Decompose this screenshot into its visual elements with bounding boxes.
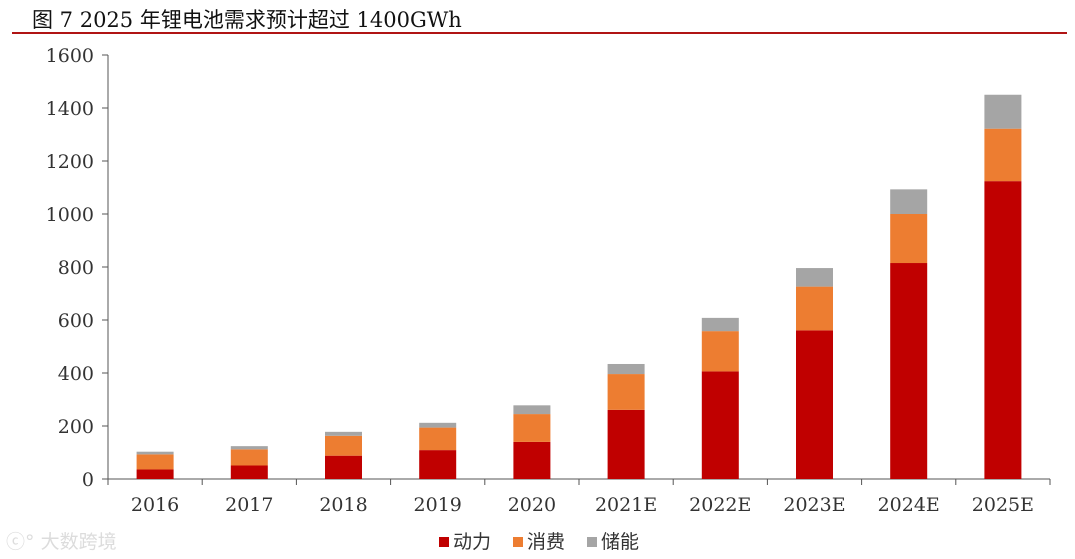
- bar-segment-1: [230, 449, 268, 466]
- bar-segment-1: [796, 286, 833, 331]
- y-tick-label: 1200: [46, 151, 94, 173]
- bar-segment-0: [607, 409, 645, 479]
- y-tick-label: 600: [58, 310, 94, 332]
- bar-segment-0: [419, 450, 457, 479]
- bar-segment-1: [136, 454, 174, 470]
- legend-swatch: [439, 537, 449, 547]
- bar-segment-2: [701, 317, 739, 332]
- bar-segment-2: [325, 431, 362, 436]
- y-tick-label: 200: [58, 416, 94, 438]
- x-tick-label: 2024E: [878, 494, 940, 516]
- y-tick-label: 1600: [46, 45, 94, 67]
- x-tick-label: 2019: [414, 494, 462, 516]
- bar-segment-2: [513, 405, 551, 415]
- watermark-text: 大数跨境: [40, 531, 117, 553]
- bar-segment-0: [136, 469, 174, 479]
- legend-swatch: [587, 537, 597, 547]
- y-tick-label: 1400: [46, 98, 94, 120]
- bar-segment-0: [890, 263, 928, 479]
- bar-segment-0: [230, 465, 268, 479]
- x-tick-label: 2025E: [972, 494, 1034, 516]
- legend-swatch: [513, 537, 523, 547]
- bar-segment-2: [796, 268, 833, 287]
- bar-segment-0: [984, 181, 1022, 479]
- y-tick-label: 800: [58, 257, 94, 279]
- bar-segment-1: [890, 214, 928, 264]
- bar-segment-0: [796, 330, 833, 479]
- y-tick-label: 400: [58, 363, 94, 385]
- y-tick-label: 1000: [46, 204, 94, 226]
- bar-segment-1: [701, 331, 739, 372]
- bar-segment-0: [513, 441, 551, 479]
- figure-title: 图 7 2025 年锂电池需求预计超过 1400GWh: [32, 8, 462, 32]
- title-divider: [12, 32, 1067, 34]
- bar-segment-2: [607, 363, 645, 375]
- bar-segment-1: [325, 435, 362, 456]
- legend-label: 储能: [601, 531, 639, 553]
- x-tick-label: 2022E: [689, 494, 751, 516]
- y-tick-label: 0: [82, 469, 94, 491]
- legend-label: 消费: [527, 531, 565, 553]
- x-tick-label: 2016: [131, 494, 179, 516]
- x-tick-label: 2018: [319, 494, 367, 516]
- x-tick-label: 2023E: [783, 494, 845, 516]
- bar-segment-1: [984, 128, 1022, 182]
- bar-segment-1: [607, 374, 645, 410]
- bar-segment-2: [136, 451, 174, 455]
- legend-label: 动力: [453, 531, 491, 553]
- watermark: ⓒ° 大数跨境: [6, 527, 117, 554]
- bar-segment-2: [230, 446, 268, 450]
- bar-segment-0: [701, 371, 739, 479]
- bar-segment-0: [325, 455, 362, 479]
- bar-segment-2: [984, 94, 1022, 129]
- x-tick-label: 2021E: [595, 494, 657, 516]
- bar-segment-2: [890, 189, 928, 214]
- bar-segment-2: [419, 422, 457, 428]
- bar-segment-1: [419, 427, 457, 451]
- bar-segment-1: [513, 414, 551, 442]
- watermark-logo-icon: ⓒ°: [6, 531, 35, 553]
- x-tick-label: 2017: [225, 494, 273, 516]
- x-tick-label: 2020: [508, 494, 556, 516]
